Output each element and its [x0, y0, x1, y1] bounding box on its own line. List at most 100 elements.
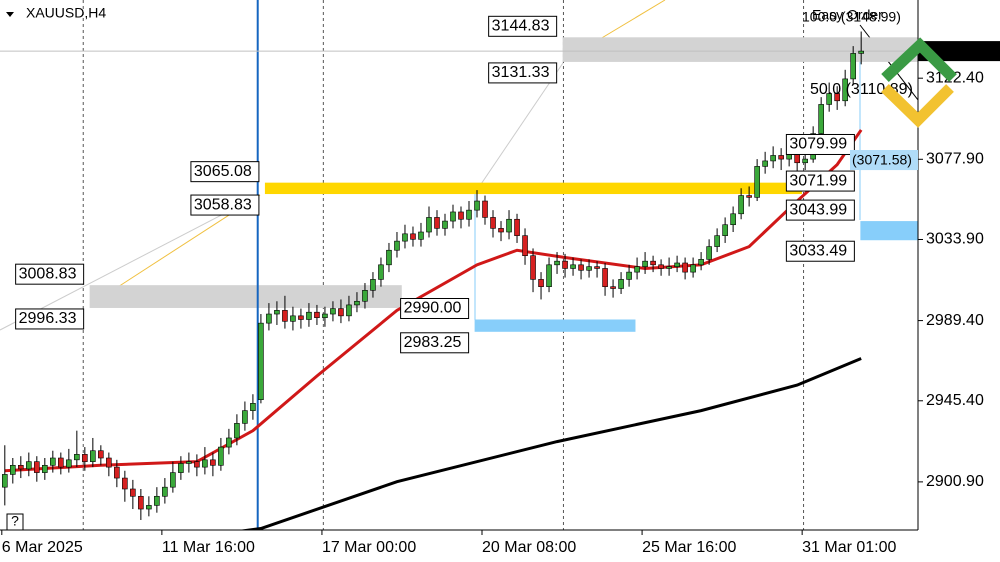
- candle-body: [442, 220, 448, 229]
- zone-label: 3071.99: [785, 170, 855, 192]
- candle-body: [426, 217, 432, 233]
- candle-body: [154, 495, 160, 506]
- candle-body: [314, 311, 320, 318]
- candle-body: [714, 235, 720, 247]
- zone-label: 3065.08: [190, 161, 260, 183]
- x-tick-label: 17 Mar 00:00: [322, 539, 416, 556]
- candle-body: [210, 459, 216, 466]
- candle-body: [530, 255, 536, 280]
- candle-body: [482, 200, 488, 218]
- zone-label-text: 3079.99: [789, 136, 847, 153]
- candle-body: [218, 446, 224, 466]
- logo-chevron: [881, 84, 954, 128]
- logo-chevron: [881, 37, 957, 83]
- candle-body: [34, 461, 40, 473]
- zone-label: 3033.49: [785, 240, 855, 262]
- y-tick-label: 2945.40: [926, 392, 984, 409]
- zone-label: 2996.33: [15, 308, 85, 330]
- candle-body: [626, 271, 632, 280]
- zone-label-text: 3008.83: [19, 265, 77, 282]
- candle-body: [778, 155, 784, 160]
- label-box: [15, 308, 85, 330]
- candle-body: [538, 279, 544, 287]
- zone-label-text: 2990.00: [404, 300, 462, 317]
- candle-body: [306, 311, 312, 320]
- candle-body: [178, 463, 184, 473]
- candle-body: [690, 264, 696, 273]
- label-box: [488, 15, 558, 37]
- zone: [264, 182, 802, 195]
- candle-body: [506, 218, 512, 233]
- candle-body: [434, 217, 440, 229]
- label-box: [400, 332, 470, 354]
- label-box: [488, 62, 558, 84]
- candle-body: [834, 93, 840, 102]
- zone-label-text: 3131.33: [492, 64, 550, 81]
- help-button[interactable]: [6, 513, 24, 531]
- candle-body: [618, 279, 624, 289]
- x-tick-label: 6 Mar 2025: [2, 539, 83, 556]
- candle-body: [546, 264, 552, 287]
- zone: [474, 319, 636, 332]
- candle-body: [762, 160, 768, 167]
- y-tick-label: 2900.90: [926, 473, 984, 490]
- zone-label: 2983.25: [400, 332, 470, 354]
- zone-label-text: 3043.99: [789, 201, 847, 218]
- candle-body: [474, 200, 480, 211]
- candle-body: [466, 209, 472, 220]
- moving-average: [4, 129, 863, 473]
- candle-body: [202, 459, 208, 468]
- candle-body: [554, 260, 560, 266]
- candle-body: [354, 300, 360, 306]
- candle-body: [402, 233, 408, 242]
- zone-label-text: 3144.83: [492, 18, 550, 35]
- label-box: [785, 170, 855, 192]
- candle-body: [114, 466, 120, 479]
- candle-body: [754, 166, 760, 198]
- candle-body: [346, 304, 352, 317]
- candle-body: [162, 486, 168, 497]
- help-icon[interactable]: ?: [11, 513, 19, 529]
- zone-label-text: 3071.99: [789, 172, 847, 189]
- zone-label-text: 2983.25: [404, 334, 462, 351]
- candle-body: [90, 450, 96, 462]
- candle-body: [122, 477, 128, 490]
- easy-order[interactable]: Easy Order: [812, 7, 883, 23]
- candle-body: [514, 218, 520, 236]
- x-tick-label: 25 Mar 16:00: [642, 539, 736, 556]
- candle-body: [850, 53, 856, 80]
- label-box: [190, 194, 260, 216]
- candle-body: [138, 495, 144, 510]
- y-tick-label: 3122.40: [926, 69, 984, 86]
- candle-body: [258, 322, 264, 400]
- logo: [881, 37, 957, 128]
- x-tick-label: 20 Mar 08:00: [482, 539, 576, 556]
- plot-area: [0, 0, 918, 530]
- candle-body: [746, 195, 752, 198]
- candle-body: [42, 464, 48, 473]
- candle-body: [74, 454, 80, 461]
- zone-label: 3058.83: [190, 194, 260, 216]
- zone: [89, 285, 402, 308]
- price-tag: [850, 150, 918, 170]
- zone-label: 3043.99: [785, 199, 855, 221]
- zone-label: 3144.83: [488, 15, 558, 37]
- candle-body: [234, 423, 240, 439]
- candle-body: [826, 93, 832, 105]
- candle-body: [522, 235, 528, 257]
- candle-body: [130, 488, 136, 497]
- fibo-label: (3071.58): [852, 152, 912, 168]
- zone-label: 2990.00: [400, 297, 470, 319]
- candle-body: [26, 461, 32, 470]
- zone-label-text: 3033.49: [789, 242, 847, 259]
- zone: [860, 221, 918, 241]
- candle-body: [322, 313, 328, 318]
- candle-body: [698, 259, 704, 266]
- candle-body: [858, 50, 864, 54]
- x-tick-label: 31 Mar 01:00: [802, 539, 896, 556]
- candle-body: [458, 211, 464, 220]
- candle-body: [586, 266, 592, 271]
- candle-body: [642, 260, 648, 267]
- candle-body: [66, 459, 72, 468]
